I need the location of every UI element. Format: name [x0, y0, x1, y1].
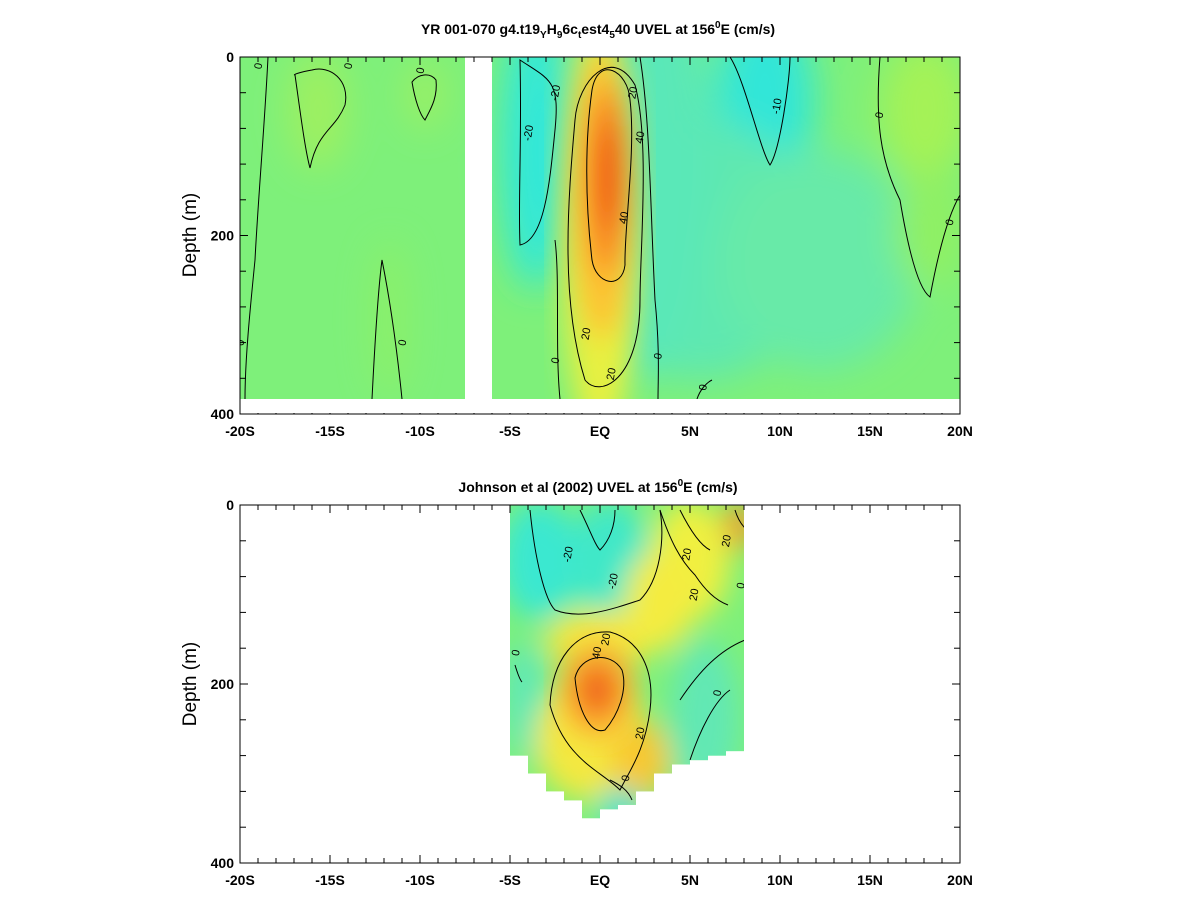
- title-part: 0: [678, 478, 684, 489]
- y-tick-label: 400: [211, 855, 235, 871]
- x-tick-label: EQ: [590, 872, 610, 888]
- x-tick-label: -10S: [405, 423, 435, 439]
- y-tick-label: 0: [226, 49, 234, 65]
- contour-label: 0: [253, 62, 266, 70]
- title-part: 6c: [562, 21, 578, 37]
- title-part: est4: [581, 21, 609, 37]
- contour-label: 0: [510, 649, 523, 657]
- contour-label: 40: [590, 646, 604, 660]
- title-part: t: [578, 30, 582, 41]
- contour-label: 0: [397, 339, 410, 347]
- title-part: 5: [609, 30, 615, 41]
- contour-label: -20: [549, 84, 564, 102]
- top-panel-land-gap: [465, 57, 492, 400]
- x-tick-label: EQ: [590, 423, 610, 439]
- contour-label: 20: [599, 632, 613, 646]
- contour-label: 20: [634, 726, 648, 740]
- contour-label: -20: [522, 124, 537, 142]
- contour-label: -20: [561, 546, 576, 564]
- top-panel-no-data: [241, 400, 959, 413]
- x-tick-label: 20N: [947, 423, 973, 439]
- x-tick-label: -5S: [499, 423, 521, 439]
- y-tick-label: 200: [211, 228, 235, 244]
- contour-label: 20: [688, 588, 702, 602]
- contour-label: -20: [606, 572, 621, 590]
- title-part: 0: [715, 20, 721, 31]
- title-part: E (cm/s): [683, 479, 737, 495]
- top-panel-chart: YR 001-070 g4.t19YH96ctest4540 UVEL at 1…: [180, 20, 973, 439]
- bottom-panel-chart: Johnson et al (2002) UVEL at 1560E (cm/s…: [180, 478, 973, 888]
- contour-label: 20: [626, 86, 640, 100]
- x-tick-label: 10N: [767, 872, 793, 888]
- contour-label: 20: [580, 327, 594, 341]
- contour-label: 0: [550, 357, 563, 365]
- y-tick-label: 200: [211, 676, 235, 692]
- x-tick-label: 5N: [681, 872, 699, 888]
- contour-label: 0: [712, 689, 725, 697]
- contour-label: 0: [874, 111, 887, 119]
- title-part: Y: [540, 30, 547, 41]
- title-part: Johnson et al (2002) UVEL at 156: [458, 479, 677, 495]
- bottom-panel-ylabel: Depth (m): [180, 642, 201, 726]
- top-panel-ylabel: Depth (m): [180, 193, 201, 277]
- contour-label: 0: [415, 67, 428, 75]
- x-tick-label: -15S: [315, 423, 345, 439]
- x-tick-label: -10S: [405, 872, 435, 888]
- contour-label: 0: [944, 218, 957, 226]
- x-tick-label: 10N: [767, 423, 793, 439]
- title-part: 9: [557, 30, 563, 41]
- y-tick-label: 0: [226, 497, 234, 513]
- x-tick-label: -15S: [315, 872, 345, 888]
- contour-label: -10: [770, 97, 785, 115]
- title-part: E (cm/s): [721, 21, 775, 37]
- contour-label: 0: [697, 383, 710, 391]
- title-part: 40 UVEL at 156: [615, 21, 715, 37]
- x-tick-label: 5N: [681, 423, 699, 439]
- x-tick-label: 15N: [857, 423, 883, 439]
- title-part: H: [547, 21, 557, 37]
- top-panel-title: YR 001-070 g4.t19YH96ctest4540 UVEL at 1…: [421, 20, 775, 41]
- x-tick-label: -5S: [499, 872, 521, 888]
- bottom-panel-title: Johnson et al (2002) UVEL at 1560E (cm/s…: [458, 478, 737, 495]
- x-tick-label: 15N: [857, 872, 883, 888]
- contour-label: 0: [343, 62, 356, 70]
- contour-label: 0: [652, 352, 665, 360]
- contour-label: 0: [735, 582, 748, 590]
- contour-label: 20: [605, 367, 619, 381]
- y-tick-label: 400: [211, 406, 235, 422]
- contour-label: 20: [720, 534, 734, 548]
- x-tick-label: 20N: [947, 872, 973, 888]
- contour-label: 20: [680, 547, 694, 561]
- contour-label: 40: [617, 211, 631, 225]
- x-tick-label: -20S: [225, 423, 255, 439]
- contour-label: 40: [634, 130, 648, 144]
- title-part: YR 001-070 g4.t19: [421, 21, 540, 37]
- x-tick-label: -20S: [225, 872, 255, 888]
- contour-label: 0: [620, 774, 633, 782]
